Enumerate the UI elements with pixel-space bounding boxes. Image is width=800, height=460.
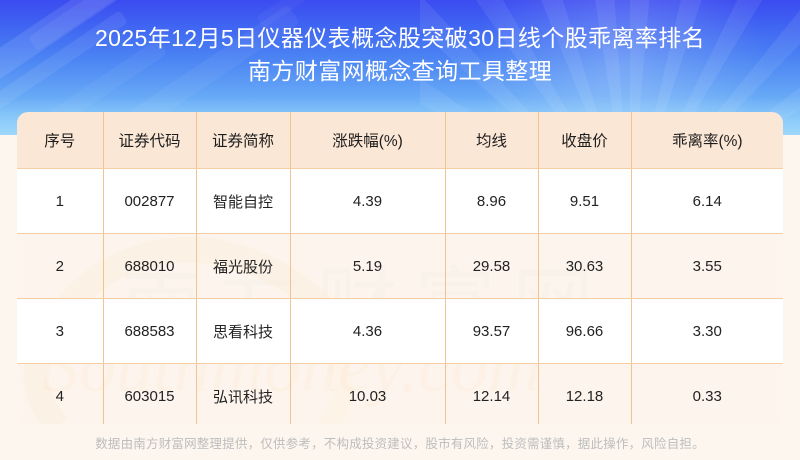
cell-bias-pct: 6.14 [631, 168, 783, 234]
title-line-secondary: 南方财富网概念查询工具整理 [247, 58, 553, 84]
cell-change-pct: 4.36 [290, 298, 446, 364]
column-header-change-pct: 涨跌幅(%) [290, 112, 446, 169]
stock-ranking-table: 序号 证券代码 证券简称 涨跌幅(%) 均线 收盘价 乖离率(%) 1 0028… [17, 112, 783, 428]
table-row: 3 688583 思看科技 4.36 93.57 96.66 3.30 [17, 298, 783, 364]
title-line-primary: 2025年12月5日仪器仪表概念股突破30日线个股乖离率排名 [94, 25, 706, 51]
page-title: 2025年12月5日仪器仪表概念股突破30日线个股乖离率排名 南方财富网概念查询… [0, 22, 800, 88]
cell-code: 688010 [103, 233, 197, 299]
cell-ma: 8.96 [445, 168, 539, 234]
cell-bias-pct: 0.33 [631, 363, 783, 428]
cell-bias-pct: 3.55 [631, 233, 783, 299]
cell-bias-pct: 3.30 [631, 298, 783, 364]
table-row: 1 002877 智能自控 4.39 8.96 9.51 6.14 [17, 168, 783, 234]
cell-close: 30.63 [538, 233, 632, 299]
cell-close: 96.66 [538, 298, 632, 364]
cell-change-pct: 4.39 [290, 168, 446, 234]
cell-name: 思看科技 [196, 298, 291, 364]
column-header-bias-pct: 乖离率(%) [631, 112, 783, 169]
column-header-name: 证券简称 [196, 112, 291, 169]
cell-index: 2 [17, 233, 104, 299]
column-header-ma: 均线 [445, 112, 539, 169]
cell-close: 12.18 [538, 363, 632, 428]
cell-name: 智能自控 [196, 168, 291, 234]
cell-change-pct: 5.19 [290, 233, 446, 299]
footer-disclaimer: 数据由南方财富网整理提供，仅供参考，不构成投资建议，股市有风险，投资需谨慎，据此… [0, 424, 800, 460]
cell-code: 002877 [103, 168, 197, 234]
cell-ma: 93.57 [445, 298, 539, 364]
cell-index: 4 [17, 363, 104, 428]
cell-ma: 12.14 [445, 363, 539, 428]
cell-change-pct: 10.03 [290, 363, 446, 428]
table-row: 4 603015 弘讯科技 10.03 12.14 12.18 0.33 [17, 363, 783, 428]
column-header-close: 收盘价 [538, 112, 632, 169]
column-header-code: 证券代码 [103, 112, 197, 169]
cell-code: 603015 [103, 363, 197, 428]
cell-close: 9.51 [538, 168, 632, 234]
table-row: 2 688010 福光股份 5.19 29.58 30.63 3.55 [17, 233, 783, 299]
footer-disclaimer-text: 数据由南方财富网整理提供，仅供参考，不构成投资建议，股市有风险，投资需谨慎，据此… [95, 436, 705, 451]
cell-name: 弘讯科技 [196, 363, 291, 428]
cell-code: 688583 [103, 298, 197, 364]
column-header-index: 序号 [17, 112, 104, 169]
cell-name: 福光股份 [196, 233, 291, 299]
cell-index: 1 [17, 168, 104, 234]
table-header-row: 序号 证券代码 证券简称 涨跌幅(%) 均线 收盘价 乖离率(%) [17, 112, 783, 169]
cell-index: 3 [17, 298, 104, 364]
cell-ma: 29.58 [445, 233, 539, 299]
